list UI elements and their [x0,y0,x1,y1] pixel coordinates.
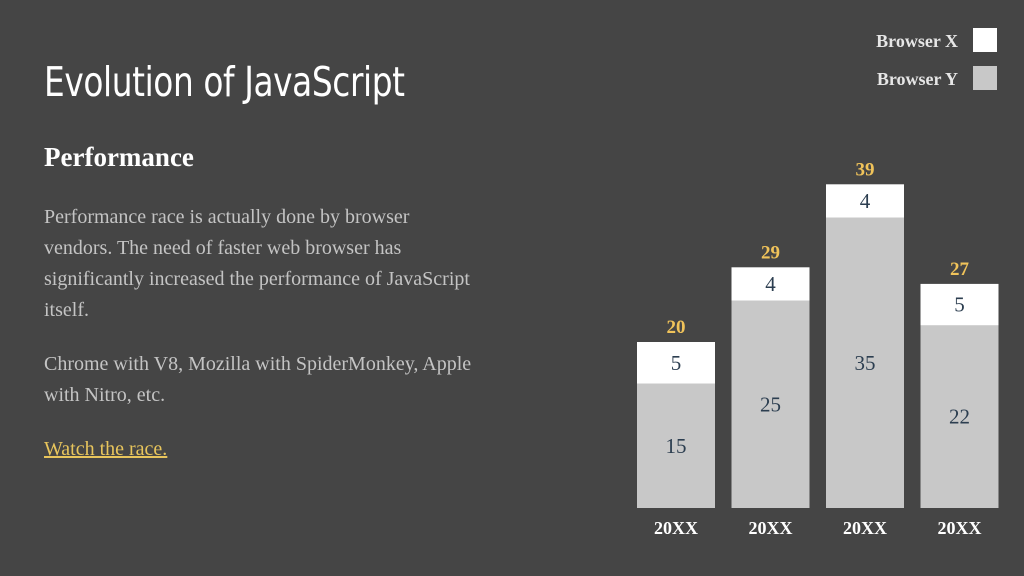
bar-total-label: 39 [856,159,875,180]
section-heading: Performance [44,142,194,172]
bar-value-label-browser-y: 15 [666,434,687,458]
bar-value-label-browser-y: 22 [949,405,970,429]
bar-value-label-browser-y: 35 [855,351,876,375]
bar-value-label-browser-x: 4 [860,189,871,213]
legend-label-browser-y: Browser Y [877,69,958,89]
bar-segment-browser-x [826,184,904,218]
bar-total-label: 27 [950,259,970,280]
x-tick-label: 20XX [843,518,887,538]
x-tick-label: 20XX [654,518,698,538]
legend-swatch-browser-x [973,28,997,52]
bar-segment-browser-x [637,342,715,384]
bar-value-label-browser-y: 25 [760,392,781,416]
performance-paragraph: Performance race is actually done by bro… [44,206,470,321]
bar-segment-browser-x [920,283,999,326]
slide-title: Evolution of JavaScript [44,58,405,106]
bar-segment-browser-y [920,325,999,508]
bar-value-label-browser-x: 5 [954,293,965,317]
bar-value-label-browser-x: 5 [671,351,682,375]
legend-swatch-browser-y [973,66,997,90]
bar-segment-browser-y [637,383,715,508]
x-tick-label: 20XX [938,518,982,538]
legend-label-browser-x: Browser X [876,31,958,51]
x-tick-label: 20XX [749,518,793,538]
bars-group: 15 5 20 20XX 25 4 29 20XX 35 4 39 20XX 22 5 27 20XX [637,159,999,538]
bar-value-label-browser-x: 4 [765,272,776,296]
engines-paragraph: Chrome with V8, Mozilla with SpiderMonke… [44,353,472,406]
watch-race-link[interactable]: Watch the race. [44,438,168,460]
bar-segment-browser-x [731,267,810,301]
chart-legend: Browser X Browser Y [876,28,997,90]
bar-segment-browser-y [731,300,810,508]
bar-segment-browser-y [826,217,904,508]
bar-total-label: 29 [761,242,780,263]
bar-total-label: 20 [667,317,686,338]
